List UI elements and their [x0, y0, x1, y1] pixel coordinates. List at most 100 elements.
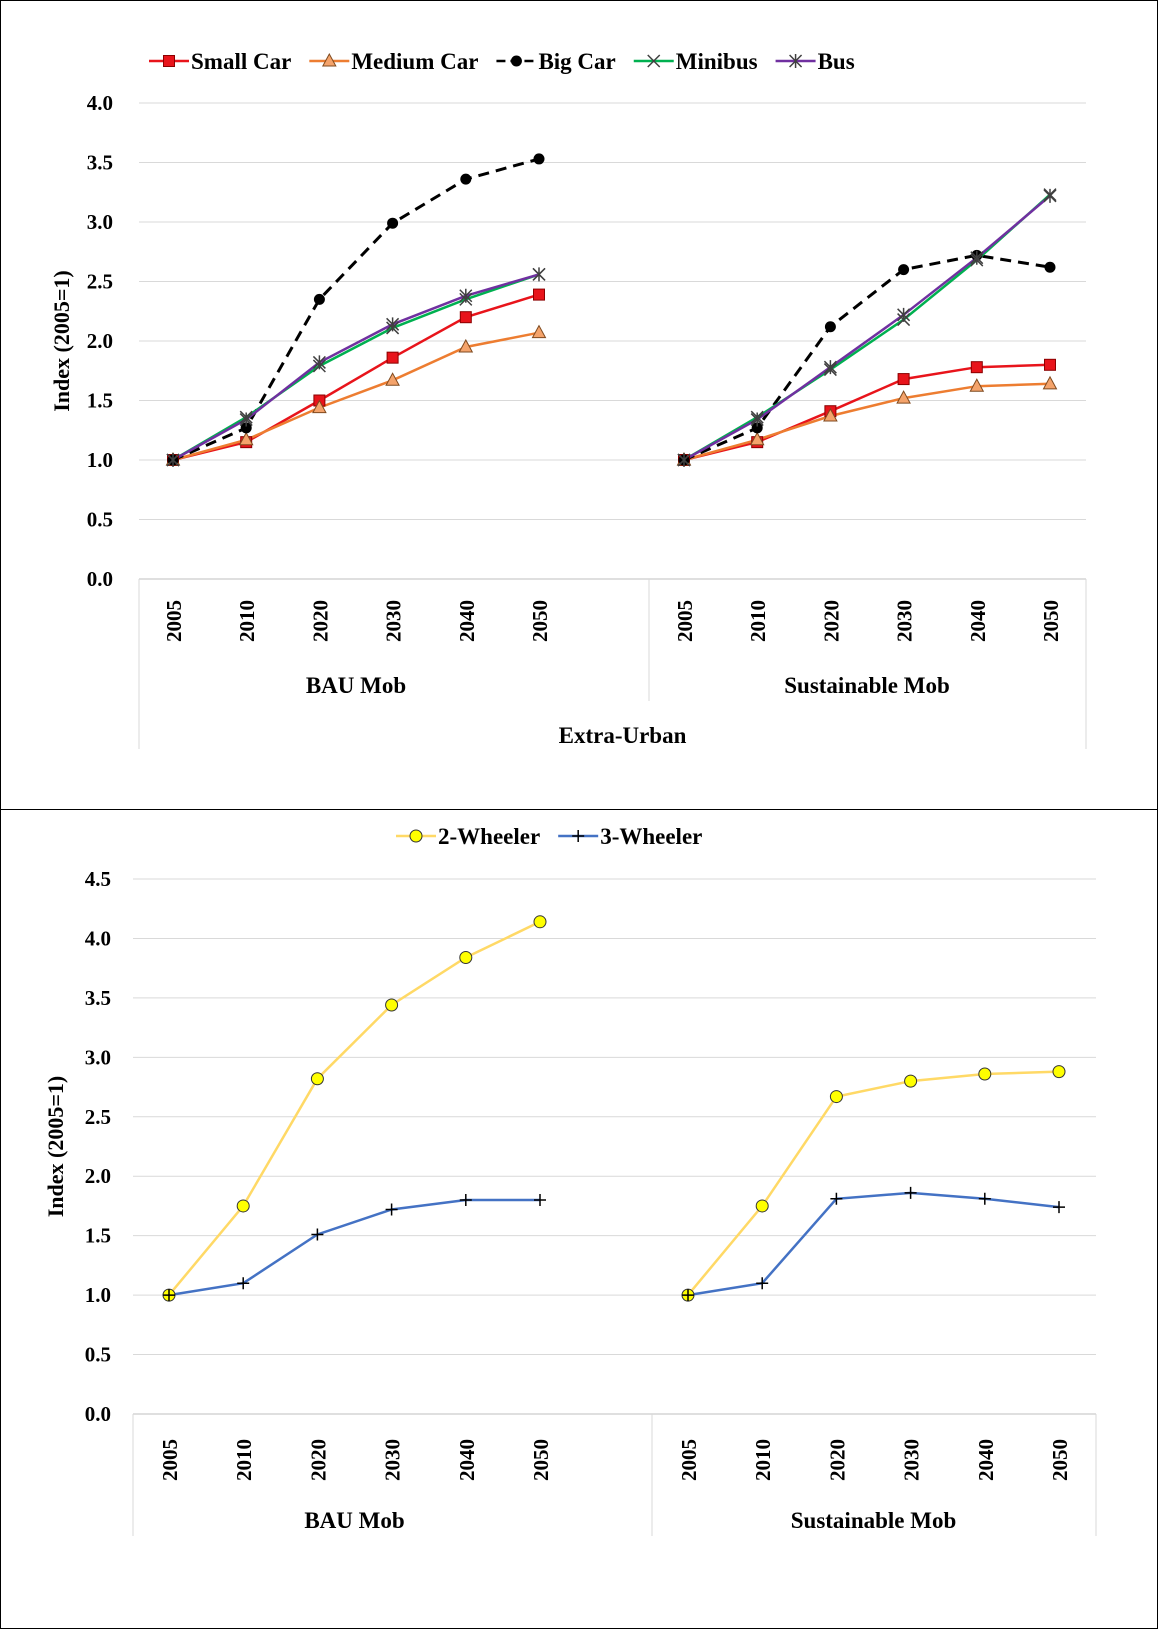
series-line-big-car	[172, 157, 540, 462]
x-tick-label: 2010	[232, 1439, 256, 1481]
data-point-big-car	[533, 153, 545, 165]
data-point-big-car	[824, 321, 836, 333]
legend-label: Minibus	[676, 49, 758, 74]
y-tick-label: 2.5	[85, 1105, 111, 1129]
data-point-bus	[897, 307, 911, 322]
y-tick-label: 0.0	[87, 567, 113, 591]
data-point-2-wheeler	[533, 915, 547, 929]
series-line-3-wheeler	[168, 1198, 540, 1297]
y-tick-label: 1.5	[85, 1224, 111, 1248]
data-point-small-car	[1044, 358, 1056, 371]
data-point-small-car	[533, 288, 545, 301]
axis-group-label: Sustainable Mob	[784, 673, 950, 698]
legend-label: Small Car	[191, 49, 291, 74]
y-tick-label: 3.5	[85, 986, 111, 1010]
x-tick-label: 2020	[819, 600, 843, 642]
data-point-2-wheeler	[978, 1067, 992, 1081]
data-point-small-car	[970, 361, 983, 374]
data-point-big-car	[1044, 261, 1056, 273]
x-tick-label: 2050	[528, 600, 552, 642]
legend-marker	[510, 55, 522, 67]
data-point-bus	[1043, 188, 1057, 203]
data-point-bus	[459, 288, 473, 303]
axis-group-label: Sustainable Mob	[791, 1508, 957, 1533]
data-point-small-car	[386, 351, 399, 364]
data-point-bus	[823, 360, 837, 375]
data-point-medium-car	[385, 372, 400, 386]
series-line-medium-car	[172, 331, 540, 462]
data-point-big-car	[751, 422, 763, 434]
data-point-medium-car	[458, 338, 474, 353]
x-tick-label: 2030	[381, 1439, 405, 1481]
data-point-2-wheeler	[829, 1090, 843, 1104]
data-point-medium-car	[969, 378, 985, 392]
data-point-2-wheeler	[459, 950, 473, 964]
axis-group-label: BAU Mob	[306, 673, 406, 698]
y-tick-label: 1.0	[87, 448, 113, 472]
y-tick-label: 0.5	[85, 1343, 111, 1367]
x-tick-label: 2050	[529, 1439, 553, 1481]
legend-label: 2-Wheeler	[438, 824, 540, 849]
data-point-bus	[532, 267, 546, 282]
x-tick-label: 2050	[1048, 1439, 1072, 1481]
y-tick-label: 1.0	[85, 1283, 111, 1307]
series-line-3-wheeler	[687, 1191, 1060, 1297]
legend-label: Bus	[818, 49, 855, 74]
x-tick-label: 2005	[158, 1439, 182, 1481]
series-line-bus	[172, 273, 540, 462]
x-tick-label: 2005	[677, 1439, 701, 1481]
axis-outer-group-label: Extra-Urban	[559, 723, 687, 748]
y-tick-label: 0.5	[87, 508, 113, 532]
series-line-bus	[683, 194, 1051, 462]
data-point-small-car	[459, 311, 472, 324]
data-point-big-car	[313, 293, 325, 305]
y-tick-label: 2.5	[87, 270, 113, 294]
legend-marker	[572, 830, 585, 842]
y-tick-label: 3.0	[87, 210, 113, 234]
series-line-minibus	[683, 193, 1051, 462]
extra-urban-chart: 0.0 0.5 1.0 1.5 2.0 2.5 3.0 3.5 4.0 2005 2010 2020 2…	[49, 49, 1087, 749]
x-tick-label: 2005	[162, 600, 186, 642]
legend-label: Medium Car	[351, 49, 478, 74]
data-point-bus	[677, 453, 691, 467]
y-axis-title: Index (2005=1)	[43, 1076, 68, 1218]
legend-marker	[321, 52, 337, 67]
y-tick-label: 0.0	[85, 1402, 111, 1426]
data-point-2-wheeler	[310, 1072, 324, 1086]
data-point-big-car	[240, 422, 252, 434]
data-point-3-wheeler	[311, 1228, 324, 1241]
data-point-big-car	[460, 173, 472, 185]
data-point-bus	[239, 412, 253, 427]
wheeler-chart-panel: 0.0 0.5 1.0 1.5 2.0 2.5 3.0 3.5 4.0 4.5 2005 2010 20…	[0, 809, 1158, 1629]
data-point-medium-car	[823, 407, 838, 422]
x-tick-label: 2020	[308, 600, 332, 642]
data-point-3-wheeler	[163, 1289, 175, 1302]
y-tick-label: 4.0	[85, 926, 111, 950]
legend-label: Big Car	[538, 49, 615, 74]
x-tick-label: 2040	[455, 600, 479, 642]
legend-marker	[647, 54, 661, 68]
data-point-big-car	[898, 264, 910, 276]
series-line-2-wheeler	[168, 920, 541, 1296]
data-point-medium-car	[531, 324, 547, 339]
y-tick-label: 4.0	[87, 91, 113, 115]
legend-marker	[163, 55, 175, 67]
y-axis-title: Index (2005=1)	[49, 270, 74, 412]
data-point-bus	[166, 453, 180, 467]
x-tick-label: 2040	[966, 600, 990, 642]
data-point-3-wheeler	[682, 1289, 694, 1302]
x-tick-label: 2030	[900, 1439, 924, 1481]
legend-marker	[409, 829, 423, 843]
y-tick-label: 2.0	[85, 1164, 111, 1188]
data-point-3-wheeler	[756, 1277, 769, 1290]
data-point-bus	[312, 355, 326, 370]
x-tick-label: 2040	[455, 1439, 479, 1481]
data-point-2-wheeler	[1052, 1065, 1066, 1079]
series-line-medium-car	[683, 382, 1051, 462]
x-tick-label: 2030	[893, 600, 917, 642]
data-point-medium-car	[749, 431, 765, 446]
legend-label: 3-Wheeler	[600, 824, 702, 849]
data-point-3-wheeler	[1053, 1201, 1065, 1214]
series-line-2-wheeler	[687, 1070, 1060, 1296]
data-point-bus	[750, 412, 764, 427]
